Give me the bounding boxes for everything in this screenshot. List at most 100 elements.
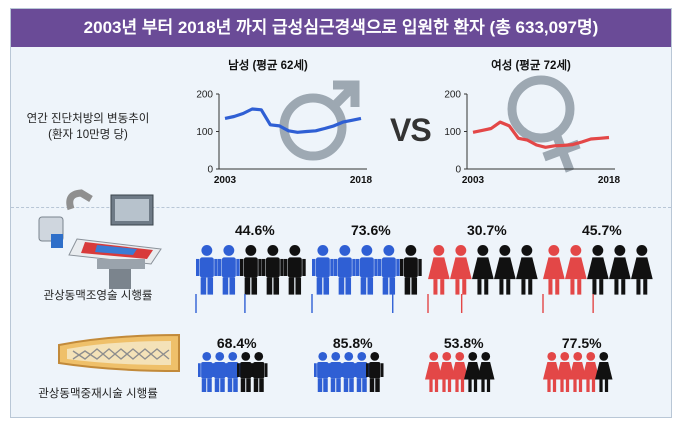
person-icon [312, 245, 334, 295]
person-leg [207, 378, 212, 392]
person-body [569, 362, 587, 380]
person-body [253, 362, 265, 379]
person-icon [631, 245, 653, 295]
person-icon [609, 245, 631, 295]
person-leg [560, 379, 564, 392]
person-arm [224, 363, 227, 377]
person-leg [295, 277, 302, 295]
person-leg [201, 378, 207, 392]
y-tick-label: 0 [207, 165, 213, 176]
person-body [199, 257, 214, 278]
person-body [477, 362, 495, 380]
person-body [464, 362, 482, 380]
person-head [201, 245, 213, 256]
person-body [438, 362, 456, 380]
percent-label: 73.6% [351, 222, 391, 238]
person-leg [434, 379, 439, 392]
person-leg [570, 279, 575, 295]
person-leg [473, 379, 478, 392]
person-icon [218, 245, 240, 295]
person-arm [400, 258, 404, 276]
person-arm [340, 363, 343, 377]
person-head [586, 352, 596, 361]
person-leg [614, 279, 619, 295]
person-leg [565, 379, 570, 392]
person-body [425, 362, 443, 380]
person-leg [362, 378, 367, 392]
person-body [428, 257, 450, 280]
person-body [587, 257, 609, 280]
person-leg [621, 279, 626, 295]
person-head [560, 352, 570, 361]
person-body [240, 362, 252, 379]
person-icon [196, 245, 218, 295]
person-body [516, 257, 538, 280]
person-head [223, 245, 235, 256]
person-icon [556, 352, 574, 392]
person-leg [404, 277, 411, 295]
person-leg [455, 279, 460, 295]
person-icon [356, 245, 378, 295]
person-head [254, 352, 264, 361]
person-leg [356, 378, 362, 392]
person-arm [352, 258, 356, 276]
person-arm [380, 363, 384, 377]
person-body [595, 362, 613, 380]
person-leg [460, 379, 465, 392]
person-head [370, 352, 380, 361]
person-leg [336, 378, 341, 392]
person-leg [246, 378, 251, 392]
vs-label: VS [390, 112, 432, 148]
person-leg [360, 277, 367, 295]
person-body [227, 362, 239, 379]
person-arm [366, 363, 369, 377]
person-arm [314, 363, 317, 377]
person-icon [565, 245, 587, 295]
person-icon [595, 352, 613, 392]
person-leg [499, 279, 504, 295]
person-body [450, 257, 472, 280]
line-chart-title: 여성 (평균 72세) [491, 58, 571, 72]
person-icon [262, 245, 284, 295]
person-body [214, 362, 226, 379]
person-leg [349, 378, 354, 392]
person-head [468, 352, 478, 361]
person-icon [516, 245, 538, 295]
person-body [369, 362, 381, 379]
person-leg [382, 277, 389, 295]
person-arm [214, 258, 218, 276]
person-leg [369, 378, 375, 392]
person-leg [240, 378, 246, 392]
person-body [359, 257, 374, 278]
person-head [357, 352, 367, 361]
person-head [455, 245, 467, 256]
infographic-frame: 2003년 부터 2018년 까지 급성심근경색으로 입원한 환자 (총 633… [10, 8, 672, 418]
person-head [344, 352, 354, 361]
person-arm [237, 363, 240, 377]
person-body [315, 257, 330, 278]
trend-label-line1: 연간 진단처방의 변동추이 [26, 113, 150, 125]
person-head [592, 245, 604, 256]
person-icon [284, 245, 306, 295]
person-leg [440, 279, 445, 295]
person-icon [366, 352, 384, 392]
person-leg [389, 277, 396, 295]
person-leg [481, 379, 485, 392]
person-arm [250, 363, 253, 377]
person-body [451, 362, 469, 380]
person-head [339, 245, 351, 256]
person-leg [573, 379, 577, 392]
person-head [570, 245, 582, 256]
person-leg [484, 279, 489, 295]
female-symbol-icon [507, 75, 581, 173]
section-divider [11, 207, 671, 208]
person-icon [450, 245, 472, 295]
person-leg [227, 378, 233, 392]
person-body [221, 257, 236, 278]
y-tick-label: 200 [444, 90, 461, 101]
person-arm [284, 258, 288, 276]
person-head [245, 245, 257, 256]
person-arm [262, 258, 266, 276]
trend-label-line2: (환자 10만명 당) [48, 129, 128, 141]
percent-label: 45.7% [582, 222, 622, 238]
